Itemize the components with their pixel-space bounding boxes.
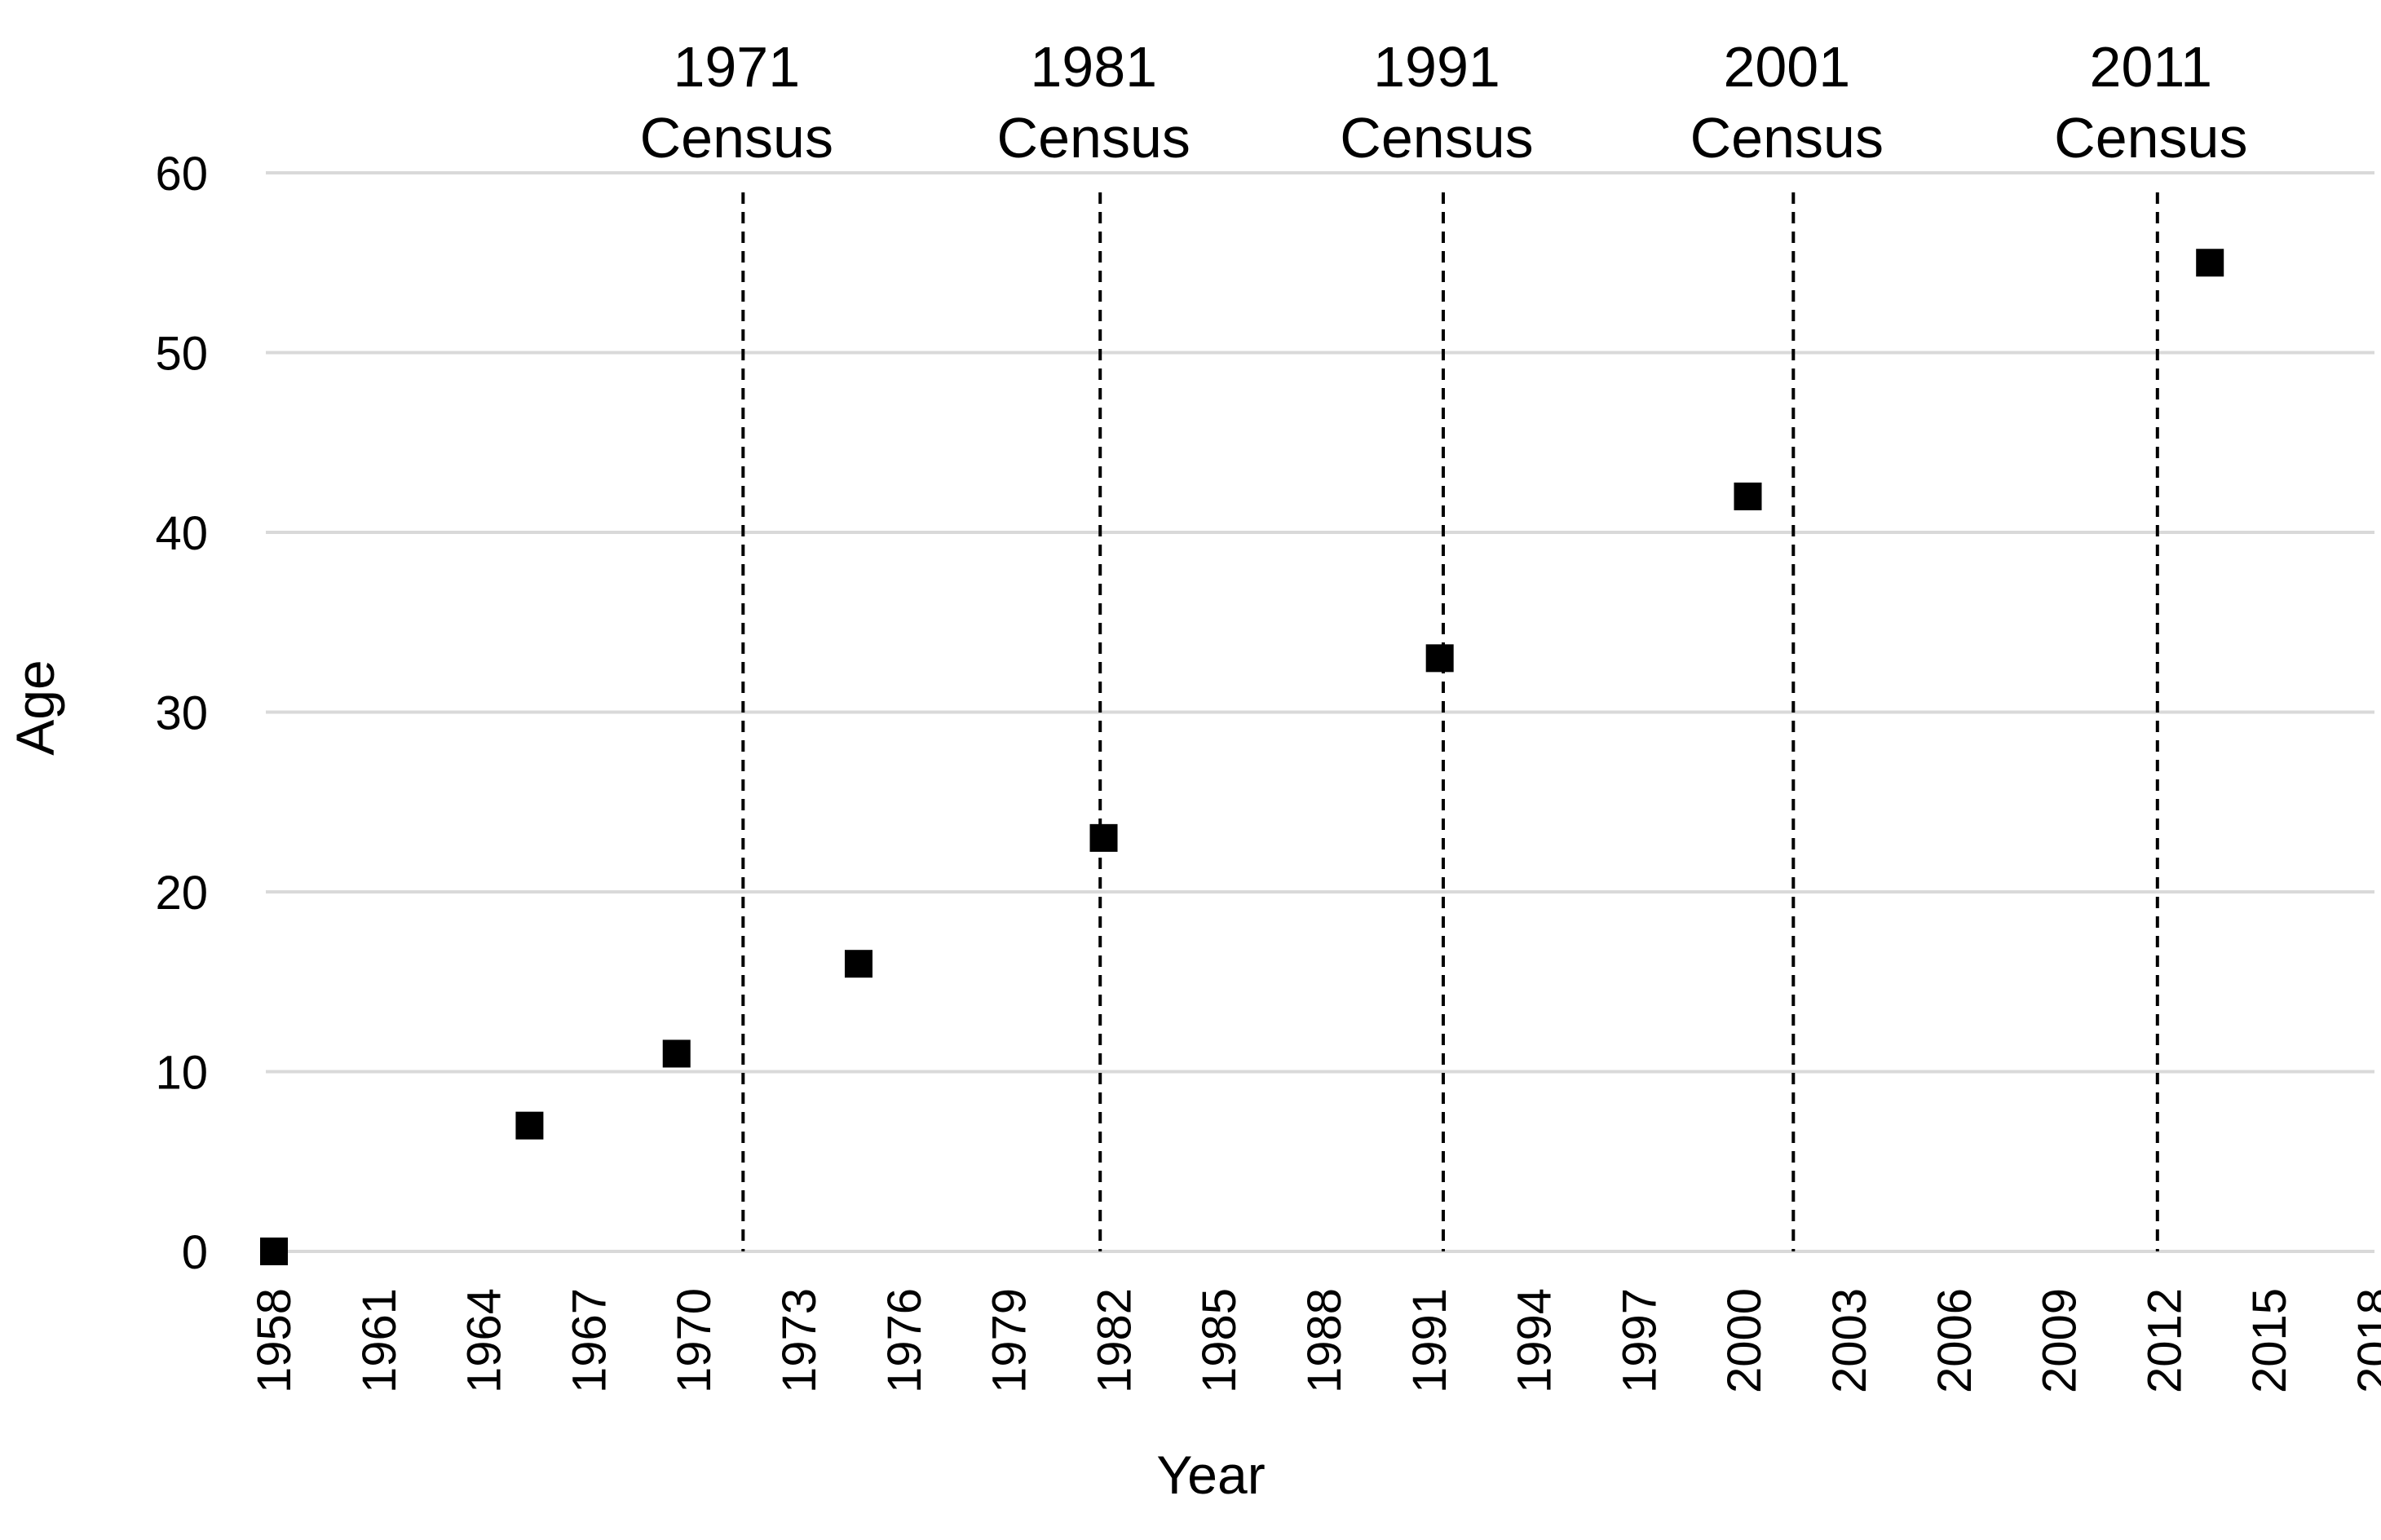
census-label-word: Census (2054, 106, 2247, 170)
census-label-word: Census (1340, 106, 1533, 170)
x-tick-label: 1979 (983, 1288, 1036, 1393)
census-label-word: Census (1690, 106, 1884, 170)
x-axis-title: Year (1156, 1445, 1265, 1505)
x-tick-label: 2003 (1823, 1288, 1876, 1393)
y-tick-label: 20 (155, 867, 208, 920)
x-tick-label: 2018 (2348, 1288, 2381, 1393)
x-tick-label: 2006 (1928, 1288, 1981, 1393)
x-tick-label: 1958 (248, 1288, 301, 1393)
y-axis-tick-labels: 0 10 20 30 40 50 60 (155, 148, 208, 1279)
census-label-year: 2001 (1723, 35, 1850, 99)
census-label-year: 1971 (673, 35, 800, 99)
census-label-word: Census (640, 106, 833, 170)
census-label-year: 2011 (2090, 35, 2213, 99)
data-point (260, 1238, 288, 1265)
x-tick-label: 2000 (1718, 1288, 1771, 1393)
x-tick-label: 1967 (563, 1288, 616, 1393)
census-label-year: 1991 (1373, 35, 1500, 99)
x-tick-label: 1994 (1509, 1288, 1562, 1393)
data-point (662, 1039, 691, 1068)
data-point (1089, 823, 1118, 852)
census-label-year: 1981 (1030, 35, 1157, 99)
x-tick-label: 1997 (1613, 1288, 1666, 1393)
gridlines (266, 171, 2374, 1253)
data-points (260, 249, 2224, 1265)
x-tick-label: 1976 (878, 1288, 931, 1393)
x-tick-label: 1991 (1403, 1288, 1456, 1393)
y-tick-label: 60 (155, 148, 208, 201)
y-tick-label: 10 (155, 1047, 208, 1100)
x-tick-label: 2012 (2138, 1288, 2191, 1393)
y-tick-label: 40 (155, 507, 208, 560)
x-tick-label: 1982 (1088, 1288, 1141, 1393)
data-point (2196, 249, 2224, 277)
census-label-word: Census (997, 106, 1190, 170)
y-tick-label: 30 (155, 687, 208, 740)
data-point (1425, 644, 1454, 673)
x-tick-label: 1961 (353, 1288, 406, 1393)
x-tick-label: 1973 (773, 1288, 826, 1393)
x-tick-label: 2015 (2243, 1288, 2296, 1393)
x-axis-tick-labels: 1958 1961 1964 1967 1970 1973 1976 1979 1982 1985… (248, 1288, 2381, 1393)
data-point (1734, 482, 1762, 510)
census-markers: 1971 Census 1981 Census 1991 Census 2001 Census… (640, 35, 2247, 1251)
x-tick-label: 1964 (458, 1288, 511, 1393)
y-tick-label: 0 (182, 1226, 208, 1279)
y-tick-label: 50 (155, 328, 208, 381)
x-tick-label: 1988 (1298, 1288, 1351, 1393)
x-tick-label: 2009 (2034, 1288, 2087, 1393)
y-axis-title: Age (5, 660, 65, 755)
data-point (515, 1111, 544, 1140)
data-point (844, 950, 872, 978)
x-tick-label: 1970 (668, 1288, 721, 1393)
x-tick-label: 1985 (1193, 1288, 1246, 1393)
